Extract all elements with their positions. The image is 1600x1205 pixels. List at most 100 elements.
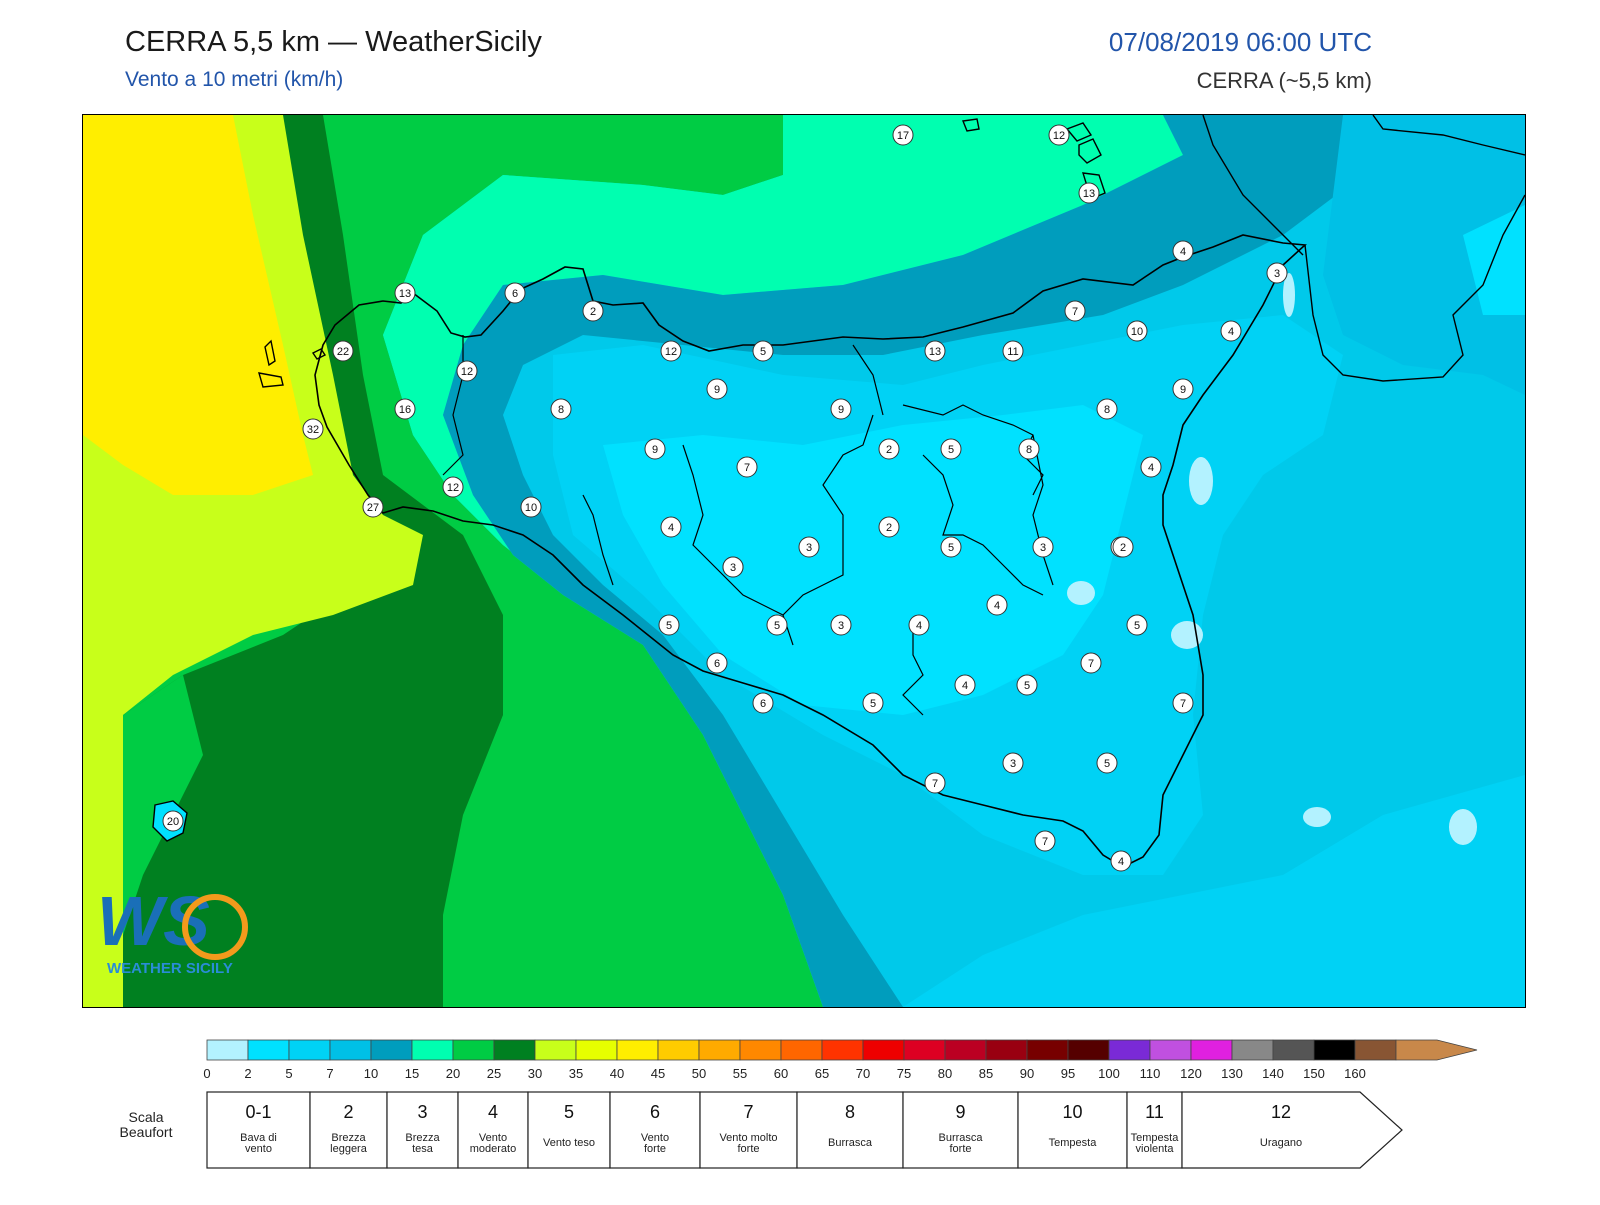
station-value: 4: [1180, 246, 1186, 258]
station-value: 4: [1148, 462, 1154, 474]
station-value: 2: [886, 522, 892, 534]
colorbar-tick-label: 150: [1303, 1066, 1325, 1081]
map-title: CERRA 5,5 km — WeatherSicily: [125, 26, 542, 58]
colorbar-tick-label: 85: [979, 1066, 993, 1081]
colorbar-swatch: [329, 1039, 372, 1061]
station-marker: 5: [940, 536, 962, 558]
colorbar-tick-label: 2: [244, 1066, 251, 1081]
province-borders: [442, 335, 1054, 716]
legend: 0 2 5 7 10 15 20 25 30 35 40 45 50 55 60 65 70 75 80 85 90 95…: [0, 1030, 1600, 1200]
station-marker: 13: [394, 282, 416, 304]
svg-text:WEATHER SICILY: WEATHER SICILY: [107, 960, 233, 977]
station-value: 6: [512, 288, 518, 300]
station-marker: 4: [954, 674, 976, 696]
beaufort-description: Vento: [641, 1132, 669, 1144]
station-value: 9: [714, 384, 720, 396]
zone-cyan-bright: [603, 405, 1143, 715]
beaufort-description: Bava di: [240, 1132, 277, 1144]
station-marker: 22: [332, 340, 354, 362]
station-marker: 27: [362, 496, 384, 518]
colorbar-swatch: [288, 1039, 331, 1061]
beaufort-cell: 12 Uragano: [1181, 1091, 1403, 1169]
station-value: 2: [590, 306, 596, 318]
station-marker: 7: [1034, 830, 1056, 852]
colorbar-tick-label: 110: [1140, 1066, 1161, 1081]
station-marker: 9: [1172, 378, 1194, 400]
wind-map[interactable]: WS WEATHER SICILY 17 12 13 4 3 13 6 2 12 5 13 11 7 10…: [82, 114, 1526, 1008]
beaufort-description: Brezza: [331, 1132, 366, 1144]
colorbar-swatch: [821, 1039, 864, 1061]
station-value: 5: [948, 542, 954, 554]
station-value: 2: [886, 444, 892, 456]
station-marker: 6: [752, 692, 774, 714]
station-marker: 6: [706, 652, 728, 674]
colorbar-ticks: 0 2 5 7 10 15 20 25 30 35 40 45 50 55 60 65 70 75 80 85 90 95…: [203, 1066, 1365, 1081]
station-marker: 11: [1002, 340, 1024, 362]
colorbar-swatch: [698, 1039, 741, 1061]
colorbar-tick-label: 80: [938, 1066, 952, 1081]
colorbar-tick-label: 30: [528, 1066, 542, 1081]
station-value: 13: [1083, 188, 1095, 200]
station-marker: 4: [1220, 320, 1242, 342]
station-value: 5: [870, 698, 876, 710]
station-marker: 9: [644, 438, 666, 460]
station-marker: 12: [1048, 124, 1070, 146]
colorbar-swatch: [1108, 1039, 1151, 1061]
colorbar-tick-label: 75: [897, 1066, 911, 1081]
beaufort-description: Uragano: [1260, 1137, 1302, 1149]
station-value: 8: [1104, 404, 1110, 416]
station-value: 7: [1180, 698, 1186, 710]
station-value: 3: [1274, 268, 1280, 280]
beaufort-description: Burrasca: [828, 1137, 873, 1149]
station-value: 5: [774, 620, 780, 632]
station-value: 2: [1120, 542, 1126, 554]
station-value: 6: [714, 658, 720, 670]
station-marker: 5: [752, 340, 774, 362]
colorbar-tick-label: 160: [1344, 1066, 1366, 1081]
beaufort-number: 11: [1145, 1102, 1164, 1122]
station-value: 27: [367, 502, 379, 514]
station-value: 16: [399, 404, 411, 416]
station-marker: 3: [798, 536, 820, 558]
colorbar-tick-label: 0: [203, 1066, 210, 1081]
beaufort-number: 8: [845, 1102, 855, 1122]
station-marker: 2: [582, 300, 604, 322]
calabria-coastline: [1202, 115, 1525, 382]
beaufort-number: 10: [1062, 1102, 1082, 1122]
colorbar-swatch: [411, 1039, 454, 1061]
station-marker: 5: [940, 438, 962, 460]
station-value: 4: [962, 680, 968, 692]
station-marker: 5: [862, 692, 884, 714]
station-value: 9: [838, 404, 844, 416]
colorbar-swatch: [247, 1039, 290, 1061]
forecast-datetime: 07/08/2019 06:00 UTC: [1108, 27, 1372, 57]
station-value: 13: [929, 346, 941, 358]
colorbar-swatch: [616, 1039, 659, 1061]
zone-darkgreen: [123, 115, 503, 1007]
station-marker: 12: [660, 340, 682, 362]
station-marker: 5: [1016, 674, 1038, 696]
station-marker: 4: [986, 594, 1008, 616]
station-marker: 3: [722, 556, 744, 578]
station-value: 20: [167, 816, 179, 828]
beaufort-description: Vento: [479, 1132, 507, 1144]
colorbar-swatch: [534, 1039, 577, 1061]
station-value: 4: [1118, 856, 1124, 868]
beaufort-number: 3: [417, 1102, 427, 1122]
beaufort-description: Vento teso: [543, 1137, 595, 1149]
beaufort-description: violenta: [1136, 1143, 1175, 1155]
colorbar-swatch: [985, 1039, 1028, 1061]
station-marker: 7: [1064, 300, 1086, 322]
colorbar-tick-label: 100: [1098, 1066, 1120, 1081]
colorbar-swatch: [1149, 1039, 1192, 1061]
beaufort-number: 6: [650, 1102, 660, 1122]
station-value: 12: [1053, 130, 1065, 142]
station-marker: 9: [830, 398, 852, 420]
station-marker: 4: [660, 516, 682, 538]
beaufort-label: Scala Beaufort: [119, 1109, 173, 1140]
zone-pale-2: [1067, 581, 1095, 605]
